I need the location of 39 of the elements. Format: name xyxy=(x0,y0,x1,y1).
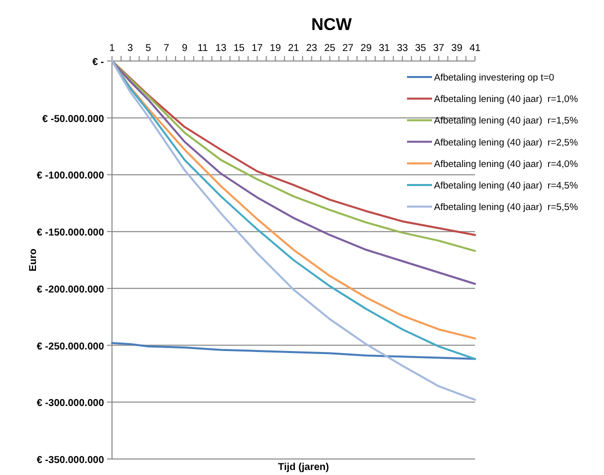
x-tick-label: 9 xyxy=(182,43,188,54)
legend-label: Afbetaling lening (40 jaar) r=4,5% xyxy=(434,180,578,192)
y-tick-label: € -50.000.000 xyxy=(42,114,104,125)
y-tick-label: € -200.000.000 xyxy=(36,284,104,296)
x-tick-label: 19 xyxy=(270,43,282,54)
x-tick-label: 1 xyxy=(109,43,116,54)
x-tick-label: 25 xyxy=(324,43,336,54)
x-tick-label: 17 xyxy=(252,43,264,54)
legend-label: Afbetaling lening (40 jaar) r=4,0% xyxy=(434,158,578,170)
legend-label: Afbetaling lening (40 jaar) r=5,5% xyxy=(434,202,578,214)
y-tick-label: € -100.000.000 xyxy=(36,170,104,182)
x-tick-label: 31 xyxy=(378,43,390,54)
x-tick-label: 33 xyxy=(396,43,408,54)
x-tick-label: 41 xyxy=(469,43,481,54)
x-tick-label: 27 xyxy=(342,43,354,54)
y-tick-label: € -300.000.000 xyxy=(36,398,104,410)
x-tick-label: 15 xyxy=(233,43,246,54)
y-tick-label: € -350.000.000 xyxy=(36,455,104,466)
legend-label: Afbetaling lening (40 jaar) r=1,0% xyxy=(434,94,578,106)
x-tick-label: 3 xyxy=(127,43,134,54)
legend-label: Afbetaling investering op t=0 xyxy=(434,72,554,84)
legend-label: Afbetaling lening (40 jaar) r=2,5% xyxy=(434,137,578,148)
x-axis-title: Tijd (jaren) xyxy=(278,462,329,473)
x-tick-label: 35 xyxy=(414,43,427,54)
x-tick-label: 23 xyxy=(306,43,318,54)
y-tick-label: € -150.000.000 xyxy=(36,228,104,239)
chart-title: NCW xyxy=(311,15,353,34)
y-tick-label: € - xyxy=(92,57,104,68)
x-tick-label: 5 xyxy=(146,43,152,54)
y-tick-label: € -250.000.000 xyxy=(36,341,104,352)
legend-label: Afbetaling lening (40 jaar) r=1,5% xyxy=(434,116,578,127)
y-axis-title: Euro xyxy=(28,248,39,272)
x-tick-label: 29 xyxy=(360,43,372,54)
x-tick-label: 11 xyxy=(198,43,208,54)
x-tick-label: 37 xyxy=(433,43,445,54)
x-tick-label: 13 xyxy=(215,43,227,54)
x-tick-label: 21 xyxy=(288,43,300,54)
x-tick-label: 39 xyxy=(451,43,463,54)
x-tick-label: 7 xyxy=(164,43,170,54)
